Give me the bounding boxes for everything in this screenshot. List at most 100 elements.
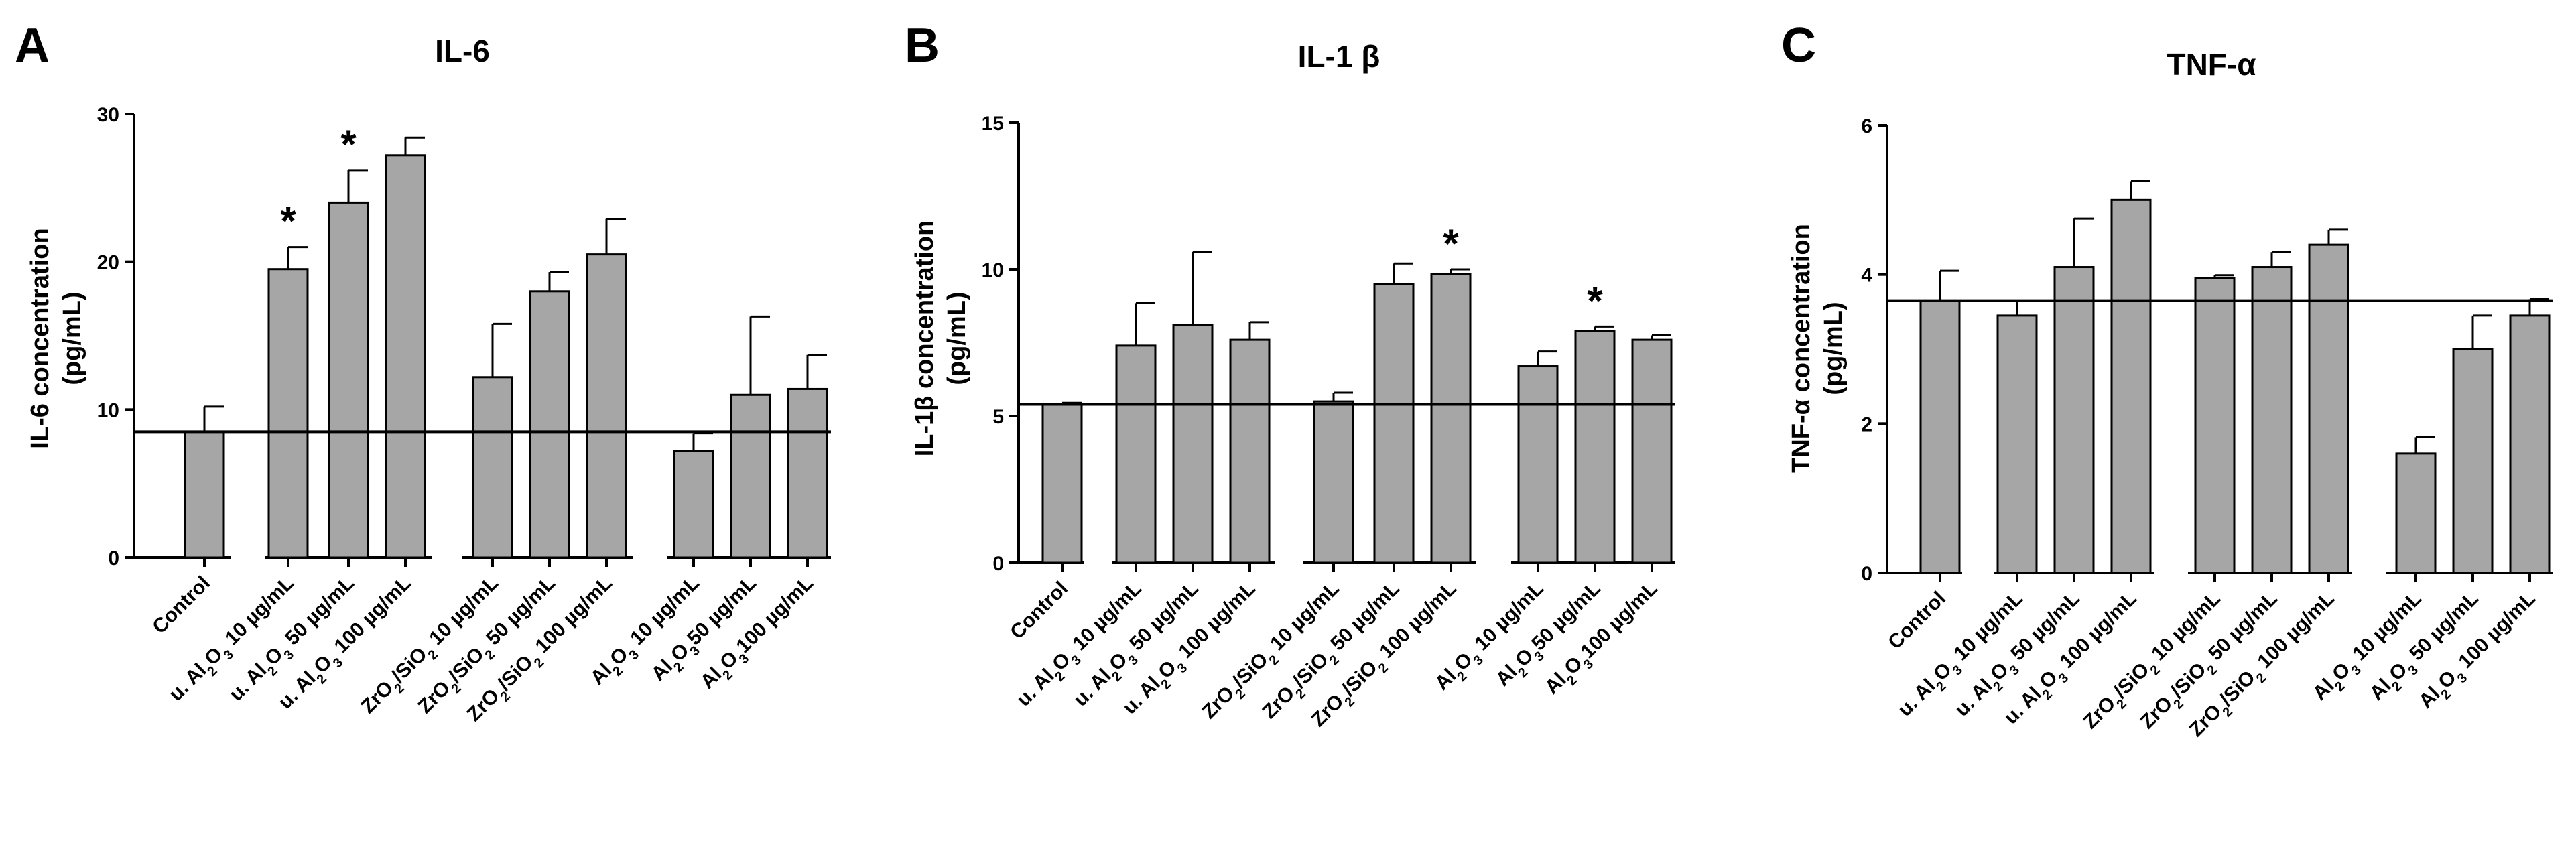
- y-tick-label: 5: [992, 406, 1004, 428]
- significance-star: *: [340, 122, 357, 167]
- category-label-part: /SiO: [2110, 659, 2154, 703]
- category-label-part: /SiO: [1289, 649, 1333, 693]
- y-axis-title-line1-b: IL-1β concentration: [911, 220, 939, 457]
- category-label-part: Al: [2309, 675, 2339, 705]
- category-label-part: Al: [1541, 669, 1571, 699]
- bar: [730, 393, 771, 559]
- bar: [2308, 243, 2349, 574]
- category-label-part: u. Al: [1951, 675, 1997, 721]
- category-label-part: /SiO: [387, 643, 432, 687]
- bar: [184, 430, 225, 559]
- chart-title-b: IL-1 β: [1298, 39, 1380, 74]
- bar: [1313, 400, 1354, 564]
- category-label: Control: [1006, 578, 1072, 644]
- panel-c: C TNF-α TNF-α concentration (pg/mL) 0 2 4 6…: [1781, 19, 2553, 741]
- y-axis-title-c: TNF-α concentration (pg/mL): [1787, 224, 1848, 473]
- bar: [1631, 338, 1673, 564]
- bar: [1041, 403, 1083, 564]
- y-tick-label: 30: [97, 104, 119, 126]
- category-label-part: O: [716, 647, 743, 674]
- bar: [2053, 266, 2095, 574]
- category-label-part: Control: [1884, 588, 1950, 654]
- bar: [2194, 277, 2236, 574]
- category-label-part: O: [1048, 649, 1075, 675]
- category-label-part: /SiO: [1338, 657, 1382, 701]
- y-tick-label: 2: [1861, 413, 1872, 436]
- y-tick-label: 10: [982, 259, 1004, 281]
- category-label-part: u. Al: [165, 659, 211, 706]
- panel-b: B IL-1 β IL-1β concentration (pg/mL) 0 5 1…: [905, 19, 1675, 731]
- category-label-part: Al: [647, 655, 678, 685]
- category-label-part: /SiO: [2215, 667, 2260, 711]
- bar: [1919, 300, 1961, 574]
- bar: [328, 201, 369, 559]
- category-label-part: O: [2035, 667, 2062, 693]
- category-label-part: /SiO: [444, 643, 489, 687]
- panel-a: A IL-6 IL-6 concentration (pg/mL) 0 10 20 3…: [15, 19, 831, 726]
- y-axis-title-a: IL-6 concentration (pg/mL): [26, 228, 86, 448]
- panel-letter-a: A: [15, 19, 50, 72]
- category-label-part: ZrO: [2136, 692, 2177, 733]
- bar: [1574, 330, 1616, 564]
- y-axis-title-line1-c: TNF-α concentration: [1787, 224, 1815, 473]
- category-label-part: O: [261, 643, 287, 670]
- bar: [385, 154, 426, 559]
- category-label-part: O: [1929, 659, 1956, 685]
- category-label-part: /SiO: [493, 651, 537, 696]
- category-label-part: u. Al: [225, 659, 271, 706]
- category-label-part: O: [1450, 649, 1477, 675]
- category-label-part: O: [1560, 653, 1587, 679]
- category-label: Al2O3 100 µg/mL: [2414, 588, 2544, 717]
- category-label-part: Al: [696, 663, 726, 693]
- category-label-part: O: [200, 643, 227, 670]
- chart-title-c: TNF-α: [2167, 47, 2256, 82]
- y-axis-title-b: IL-1β concentration (pg/mL): [911, 220, 971, 457]
- category-label-part: Al: [586, 659, 617, 689]
- category-label-part: Al: [1431, 665, 1461, 695]
- category-label-part: u. Al: [2000, 683, 2046, 729]
- category-label-part: O: [310, 651, 336, 678]
- y-tick-label: 0: [1861, 563, 1872, 585]
- category-label-part: u. Al: [274, 667, 320, 714]
- category-label-part: ZrO: [357, 677, 397, 718]
- category-label-part: Control: [148, 572, 214, 639]
- category-label-part: ZrO: [1307, 690, 1348, 731]
- bar: [267, 268, 309, 559]
- category-label: Control: [148, 572, 214, 639]
- category-label-part: O: [1154, 657, 1181, 683]
- bar: [787, 387, 828, 559]
- category-label-part: ZrO: [2079, 692, 2120, 733]
- category-label-part: O: [667, 639, 694, 666]
- category-label-part: O: [2385, 659, 2412, 685]
- category-label: Al2O3100 µg/mL: [696, 572, 822, 698]
- bar: [529, 290, 570, 559]
- category-label-part: O: [606, 643, 633, 670]
- bar: [673, 450, 714, 559]
- y-tick-label: 4: [1861, 265, 1872, 287]
- category-label: Al2O3100 µg/mL: [1541, 578, 1666, 703]
- category-label-part: Al: [2414, 683, 2445, 713]
- category-label-part: O: [1105, 649, 1132, 675]
- bar: [1172, 324, 1214, 564]
- chart-title-a: IL-6: [435, 34, 490, 68]
- category-label-part: Al: [2366, 675, 2396, 705]
- y-tick-label: 10: [97, 399, 119, 421]
- bar: [1373, 283, 1415, 564]
- bar: [2452, 348, 2494, 574]
- y-axis-title-line2-a: (pg/mL): [58, 291, 86, 385]
- bar: [586, 253, 627, 559]
- category-label: Control: [1884, 588, 1950, 654]
- bar: [1115, 344, 1157, 564]
- y-tick-label: 0: [992, 553, 1004, 575]
- bar: [2509, 314, 2551, 574]
- y-axis-title-line2-b: (pg/mL): [943, 291, 971, 385]
- bar: [2110, 198, 2152, 574]
- y-axis-title-line2-c: (pg/mL): [1819, 302, 1848, 395]
- category-label-part: ZrO: [463, 685, 504, 726]
- category-label-part: Control: [1006, 578, 1072, 644]
- y-tick-label: 0: [108, 547, 119, 570]
- category-label-part: O: [1511, 645, 1538, 671]
- category-label-part: ZrO: [2185, 700, 2226, 741]
